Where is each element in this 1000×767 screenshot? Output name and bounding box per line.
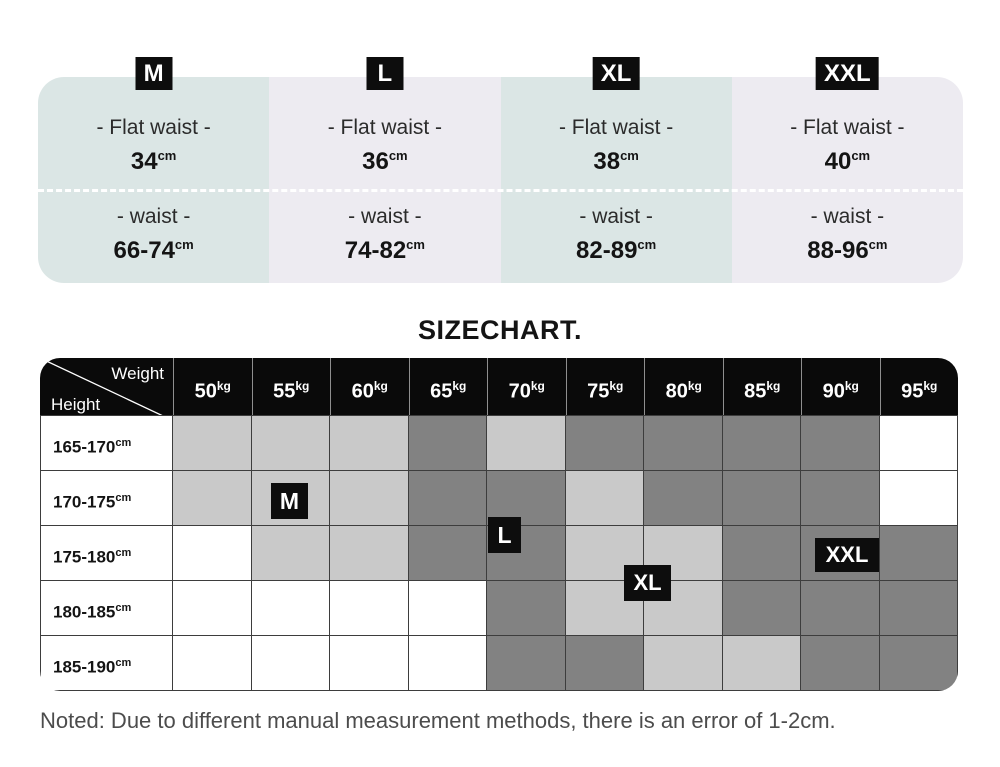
- chart-size-badge-l: L: [488, 517, 521, 553]
- flat-waist-value: 40cm: [824, 148, 871, 175]
- chart-size-badge-xxl: XXL: [815, 538, 879, 572]
- dashed-divider: [38, 189, 963, 192]
- waist-label: - waist -: [348, 204, 422, 228]
- fit-cell-light: [722, 636, 801, 691]
- weight-header-cell: 50kg: [173, 358, 252, 415]
- flat-waist-value: 34cm: [130, 148, 177, 175]
- fit-cell-dark: [801, 416, 880, 471]
- size-badge-xxl: XXL: [816, 57, 879, 90]
- fit-cell-dark: [722, 581, 801, 636]
- fit-cell-white: [408, 636, 487, 691]
- flat-waist-label: - Flat waist -: [327, 116, 443, 139]
- fit-cell-light: [644, 636, 723, 691]
- size-column-m: - Flat waist - 34cm - waist - 66-74cm: [38, 77, 270, 283]
- fit-cell-light: [330, 471, 409, 526]
- size-badge-m: M: [135, 57, 173, 90]
- size-column-l: - Flat waist - 36cm - waist - 74-82cm: [269, 77, 501, 283]
- fit-cell-dark: [408, 416, 487, 471]
- fit-cell-dark: [408, 471, 487, 526]
- fit-cell-dark: [565, 416, 644, 471]
- fit-cell-light: [565, 526, 644, 581]
- size-badge-l: L: [366, 57, 404, 90]
- weight-header-cell: 85kg: [722, 358, 802, 415]
- height-label-cell: 185-190cm: [40, 636, 173, 691]
- fit-cell-dark: [565, 636, 644, 691]
- waist-value: 74-82cm: [344, 236, 425, 264]
- height-label-cell: 175-180cm: [40, 526, 173, 581]
- fit-cell-dark: [801, 581, 880, 636]
- fit-cell-light: [173, 416, 252, 471]
- height-axis-label: Height: [51, 394, 101, 414]
- fit-cell-dark: [722, 471, 801, 526]
- size-summary-panel: M L XL XXL - Flat waist - 34cm - waist -…: [38, 57, 963, 283]
- weight-header-cell: 80kg: [644, 358, 723, 415]
- waist-label: - waist -: [810, 204, 885, 228]
- fit-cell-white: [408, 581, 487, 636]
- flat-waist-value: 36cm: [362, 148, 408, 175]
- height-label-cell: 180-185cm: [40, 581, 173, 636]
- fit-cell-light: [251, 526, 330, 581]
- fit-cell-dark: [879, 581, 958, 636]
- size-column-xl: - Flat waist - 38cm - waist - 82-89cm: [500, 77, 732, 283]
- fit-cell-white: [251, 636, 330, 691]
- fit-cell-white: [173, 526, 252, 581]
- fit-cell-dark: [408, 526, 487, 581]
- flat-waist-value: 38cm: [593, 148, 639, 175]
- fit-cell-dark: [801, 636, 880, 691]
- height-label-cell: 165-170cm: [40, 416, 173, 471]
- flat-waist-label: - Flat waist -: [558, 116, 674, 139]
- fit-cell-dark: [879, 636, 958, 691]
- fit-cell-dark: [487, 471, 566, 526]
- fit-cell-white: [173, 581, 252, 636]
- flat-waist-label: - Flat waist -: [96, 116, 211, 139]
- fit-cell-dark: [644, 416, 723, 471]
- size-chart-table: Weight Height 50kg 55kg 60kg 65kg 70kg 75kg 80…: [40, 358, 958, 691]
- fit-cell-white: [330, 636, 409, 691]
- fit-cell-dark: [722, 416, 801, 471]
- weight-axis-label: Weight: [111, 364, 164, 383]
- waist-value: 88-96cm: [807, 236, 888, 264]
- fit-cell-light: [330, 526, 409, 581]
- fit-cell-dark: [722, 526, 801, 581]
- weight-header-cell: 55kg: [251, 358, 331, 415]
- diagonal-divider-line: [40, 358, 163, 415]
- chart-size-badge-m: M: [271, 483, 308, 519]
- weight-header-cell: 90kg: [801, 358, 880, 415]
- fit-cell-white: [879, 416, 958, 471]
- chart-size-badge-xl: XL: [624, 565, 671, 601]
- weight-height-corner-cell: Weight Height: [40, 358, 173, 415]
- weight-header-cell: 70kg: [487, 358, 566, 415]
- weight-header-cell: 75kg: [565, 358, 645, 415]
- height-label-cell: 170-175cm: [40, 471, 173, 526]
- fit-cell-dark: [487, 581, 566, 636]
- fit-cell-dark: [801, 471, 880, 526]
- fit-cell-white: [251, 581, 330, 636]
- waist-label: - waist -: [116, 204, 191, 228]
- fit-cell-white: [173, 636, 252, 691]
- waist-label: - waist -: [579, 204, 653, 228]
- waist-value: 66-74cm: [113, 236, 194, 264]
- fit-cell-dark: [487, 636, 566, 691]
- fit-cell-light: [565, 471, 644, 526]
- weight-header-cell: 65kg: [408, 358, 488, 415]
- weight-header-cell: 60kg: [330, 358, 409, 415]
- fit-cell-light: [487, 416, 566, 471]
- size-badge-xl: XL: [592, 57, 640, 90]
- fit-cell-white: [330, 581, 409, 636]
- fit-cell-light: [330, 416, 409, 471]
- fit-cell-dark: [879, 526, 958, 581]
- size-column-xxl: - Flat waist - 40cm - waist - 88-96cm: [731, 77, 963, 283]
- fit-cell-light: [251, 416, 330, 471]
- fit-cell-dark: [644, 471, 723, 526]
- fit-cell-light: [173, 471, 252, 526]
- weight-header-cell: 95kg: [879, 358, 959, 415]
- size-columns: - Flat waist - 34cm - waist - 66-74cm - …: [38, 77, 963, 283]
- page-title: SIZECHART.: [417, 315, 582, 345]
- fit-cell-white: [879, 471, 958, 526]
- measurement-note: Noted: Due to different manual measureme…: [40, 708, 836, 733]
- table-header: Weight Height 50kg 55kg 60kg 65kg 70kg 75kg 80…: [40, 358, 958, 415]
- waist-value: 82-89cm: [576, 236, 657, 264]
- flat-waist-label: - Flat waist -: [790, 116, 905, 139]
